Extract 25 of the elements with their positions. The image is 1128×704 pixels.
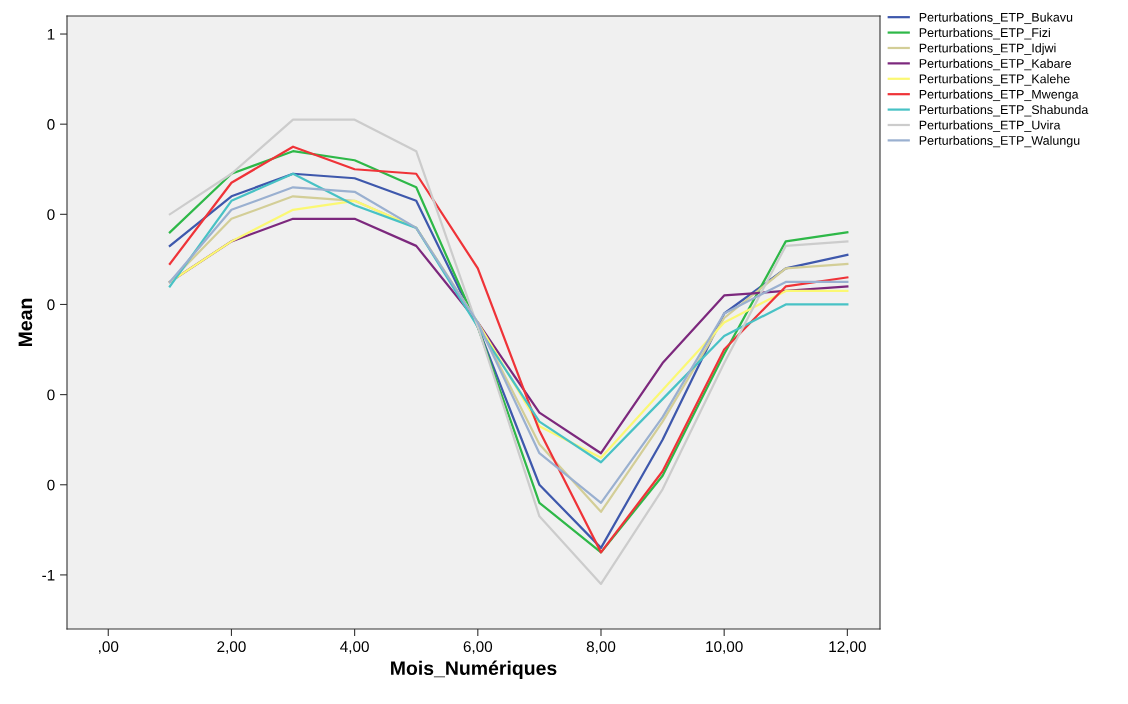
x-tick-label: 12,00 [829,641,866,654]
legend-label: Perturbations_ETP_Shabunda [919,104,1089,117]
legend-label: Perturbations_ETP_Uvira [919,120,1061,132]
legend-label: Perturbations_ETP_Fizi [919,27,1050,40]
legend-label: Perturbations_ETP_Kabare [919,58,1072,71]
x-tick-label: ,00 [99,641,119,654]
x-tick-label: 8,00 [586,641,616,654]
x-tick-label: 6,00 [463,641,493,654]
y-tick-label: 0 [47,299,55,311]
x-axis-title: Mois_Numériques [391,660,557,679]
y-tick-label: 0 [47,479,55,491]
legend-label: Perturbations_ETP_Idjwi [919,43,1056,55]
y-tick-label: -1 [42,569,55,581]
y-tick-label: 1 [47,29,55,40]
y-tick-label: 0 [47,389,55,401]
legend-label: Perturbations_ETP_Walungu [919,135,1080,148]
y-axis-title: Mean [18,298,33,347]
legend-label: Perturbations_ETP_Kalehe [919,74,1070,86]
y-tick-label: 0 [47,119,55,130]
legend-label: Perturbations_ETP_Mwenga [919,89,1079,102]
legend-label: Perturbations_ETP_Bukavu [919,12,1073,25]
x-tick-label: 2,00 [217,641,246,654]
x-tick-label: 4,00 [340,641,369,654]
x-tick-label: 10,00 [706,641,743,654]
y-tick-label: 0 [47,209,55,221]
